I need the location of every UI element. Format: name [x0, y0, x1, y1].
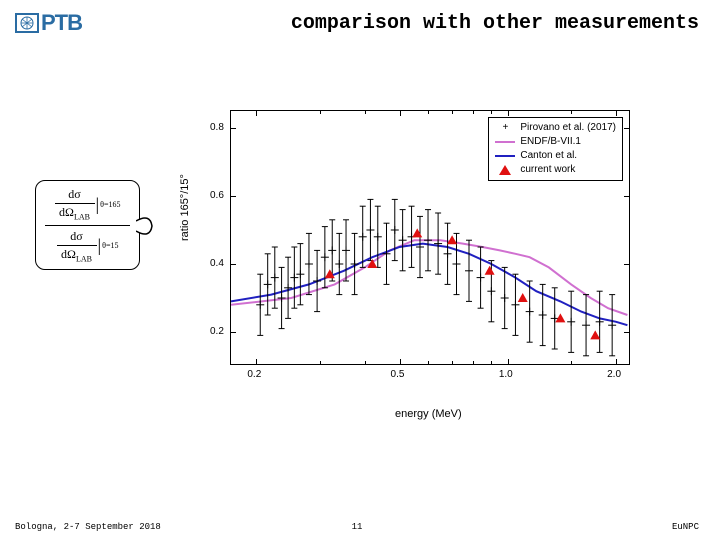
logo-icon — [15, 13, 39, 33]
logo-text: PTB — [41, 10, 82, 36]
plot-area: + Pirovano et al. (2017) ENDF/B-VII.1 Ca… — [230, 110, 630, 365]
footer-conference: EuNPC — [672, 522, 699, 532]
page-number: 11 — [352, 522, 363, 532]
y-axis-equation: dσ dΩLAB | θ=165 dσ dΩLAB | θ=15 — [35, 180, 140, 270]
footer-date: Bologna, 2-7 September 2018 — [15, 522, 161, 532]
legend-item: ENDF/B-VII.1 — [495, 135, 616, 149]
header: PTB comparison with other measurements — [0, 0, 714, 46]
legend-item: current work — [495, 163, 616, 177]
page-title: comparison with other measurements — [291, 12, 699, 35]
y-axis-label: ratio 165°/15° — [179, 174, 191, 241]
logo: PTB — [15, 10, 82, 36]
legend-item: + Pirovano et al. (2017) — [495, 121, 616, 135]
footer: Bologna, 2-7 September 2018 11 EuNPC — [0, 522, 714, 532]
x-axis-label: energy (MeV) — [395, 408, 462, 420]
legend: + Pirovano et al. (2017) ENDF/B-VII.1 Ca… — [488, 117, 623, 181]
chart: ratio 165°/15° energy (MeV) + Pirovano e… — [185, 95, 655, 425]
legend-item: Canton et al. — [495, 149, 616, 163]
